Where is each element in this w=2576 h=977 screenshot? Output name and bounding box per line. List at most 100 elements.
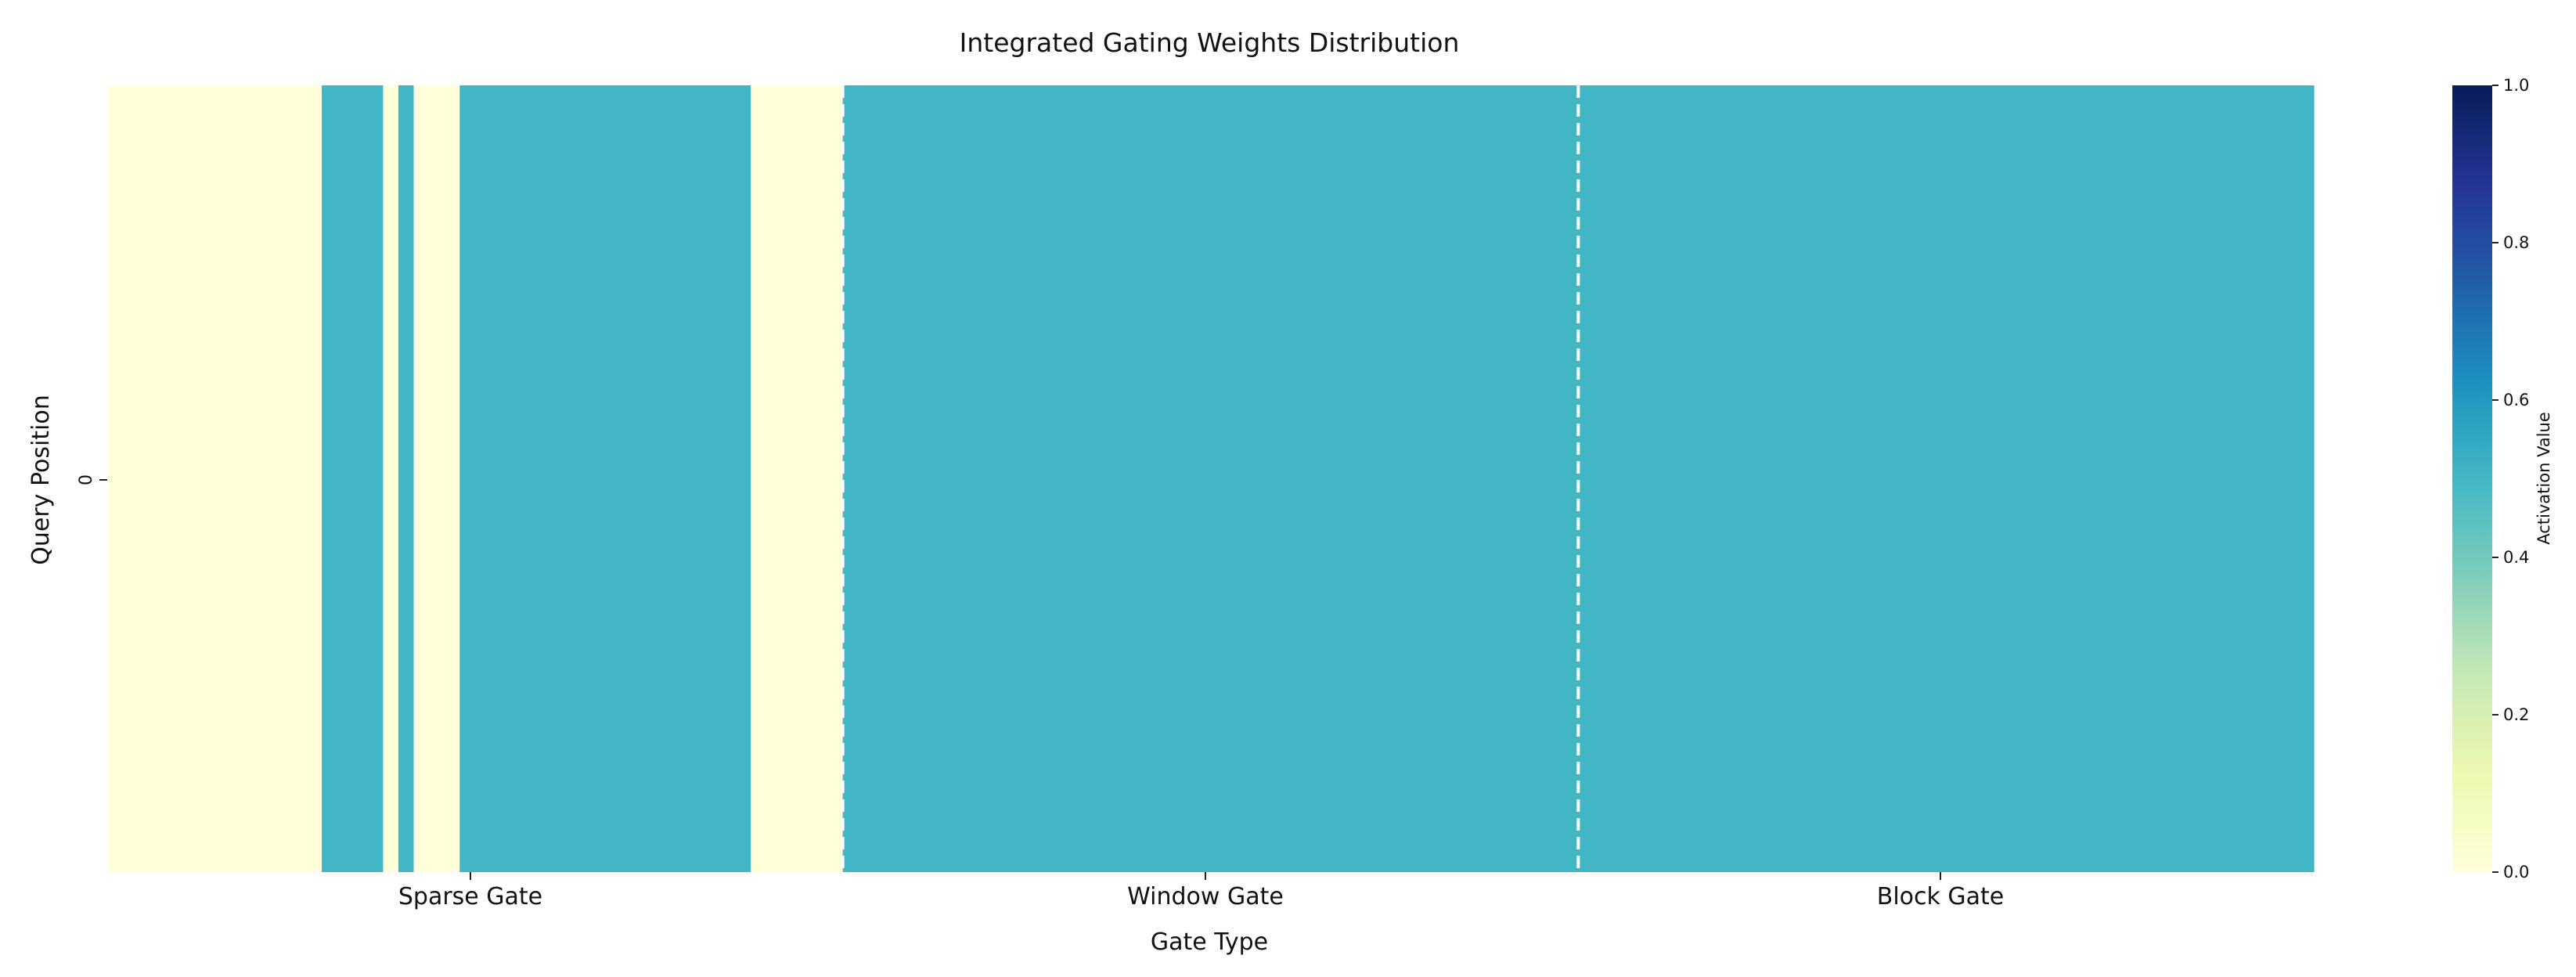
x-tick-label: Block Gate (1877, 883, 2005, 910)
heatmap-cell (2206, 85, 2223, 872)
heatmap-cell (551, 85, 567, 872)
heatmap-cell (1394, 85, 1410, 872)
heatmap-cell (1716, 85, 1732, 872)
heatmap-cell (2298, 85, 2315, 872)
heatmap-cell (1562, 85, 1579, 872)
heatmap-cell (1639, 85, 1655, 872)
heatmap-cell (2175, 85, 2192, 872)
heatmap-cell (873, 85, 889, 872)
heatmap-cell (367, 85, 384, 872)
heatmap-cell (674, 85, 690, 872)
heatmap-cell (781, 85, 798, 872)
heatmap-cell (1087, 85, 1104, 872)
heatmap-cell (1900, 85, 1916, 872)
heatmap-cell (1839, 85, 1855, 872)
colorbar-label: Activation Value (2535, 412, 2553, 544)
heatmap-cell (398, 85, 415, 872)
heatmap-cell (337, 85, 353, 872)
heatmap-cell (1578, 85, 1594, 872)
heatmap-cell (2037, 85, 2054, 872)
heatmap-cell (1333, 85, 1349, 872)
heatmap-cell (413, 85, 430, 872)
y-tick-label: 0 (77, 474, 96, 485)
colorbar-ticks: 0.0 0.2 0.4 0.6 0.8 1.0 (2492, 76, 2529, 881)
heatmap-cell (1057, 85, 1073, 872)
heatmap-cell (1609, 85, 1625, 872)
heatmap-cell (1991, 85, 2009, 872)
heatmap-cell (2053, 85, 2070, 872)
heatmap-cell (490, 85, 506, 872)
heatmap-cell (858, 85, 874, 872)
heatmap-cell (107, 85, 124, 872)
heatmap-cell (2099, 85, 2116, 872)
heatmap-cell (1180, 85, 1196, 872)
heatmap-cell (1501, 85, 1518, 872)
heatmap-cell (1149, 85, 1166, 872)
heatmap-cell (521, 85, 537, 872)
heatmap-cell (138, 85, 154, 872)
colorbar-tick-label: 1.0 (2503, 76, 2529, 95)
heatmap-cell (1930, 85, 1947, 872)
heatmap-cell (260, 85, 276, 872)
y-axis-label: Query Position (27, 395, 55, 565)
heatmap-cell (1072, 85, 1089, 872)
x-tick-label: Window Gate (1127, 883, 1284, 910)
heatmap-cell (996, 85, 1012, 872)
heatmap-cell (567, 85, 583, 872)
heatmap-cell (1746, 85, 1763, 872)
heatmap-cell (1425, 85, 1441, 872)
heatmap-cell (1133, 85, 1150, 872)
heatmap-cell (276, 85, 292, 872)
heatmap-cell (1976, 85, 1993, 872)
heatmap-cell (505, 85, 522, 872)
heatmap-cell (689, 85, 706, 872)
heatmap-cell (1807, 85, 1825, 872)
heatmap-cell (1961, 85, 1977, 872)
heatmap-cell (2237, 85, 2254, 872)
heatmap-cell (429, 85, 445, 872)
heatmap-cell (1026, 85, 1043, 872)
heatmap-cell (2252, 85, 2268, 872)
colorbar-tick-label: 0.8 (2503, 233, 2529, 252)
colorbar-tick-label: 0.4 (2503, 548, 2529, 567)
heatmap-cell (1624, 85, 1641, 872)
heatmap-cell (720, 85, 737, 872)
heatmap-cell (2130, 85, 2146, 872)
heatmap-cell (1532, 85, 1548, 872)
heatmap-cell (949, 85, 966, 872)
heatmap-cell (1317, 85, 1334, 872)
colorbar: 0.0 0.2 0.4 0.6 0.8 1.0 Activation Value (2452, 76, 2553, 881)
heatmap-cell (1348, 85, 1364, 872)
heatmap-cell (2282, 85, 2300, 872)
heatmap-cell (290, 85, 308, 872)
heatmap-cell (2160, 85, 2177, 872)
heatmap-cell (1471, 85, 1487, 872)
heatmap-cell (245, 85, 261, 872)
heatmap-cell (1670, 85, 1686, 872)
heatmap-cell (474, 85, 492, 872)
heatmap-cell (704, 85, 721, 872)
heatmap-cell (1256, 85, 1273, 872)
heatmap-cell (1378, 85, 1396, 872)
heatmap-cell (1302, 85, 1319, 872)
colorbar-tick-label: 0.2 (2503, 705, 2529, 724)
heatmap-cell (628, 85, 644, 872)
heatmap-cell (1762, 85, 1778, 872)
heatmap-cell (613, 85, 629, 872)
heatmap-cell (444, 85, 460, 872)
heatmap-cell (352, 85, 369, 872)
heatmap-cell (1700, 85, 1717, 872)
heatmap-cell (1777, 85, 1794, 872)
heatmap-cell (643, 85, 660, 872)
chart-title: Integrated Gating Weights Distribution (960, 27, 1460, 58)
heatmap-cell (1547, 85, 1564, 872)
heatmap-cell (1241, 85, 1257, 872)
heatmap-cell (168, 85, 185, 872)
heatmap-cell (1946, 85, 1962, 872)
heatmap-cell (1593, 85, 1610, 872)
heatmap-cell (1119, 85, 1135, 872)
heatmap-cell (122, 85, 139, 872)
heatmap-cell (1915, 85, 1932, 872)
heatmap-cell (1792, 85, 1809, 872)
heatmap-cell (1685, 85, 1702, 872)
